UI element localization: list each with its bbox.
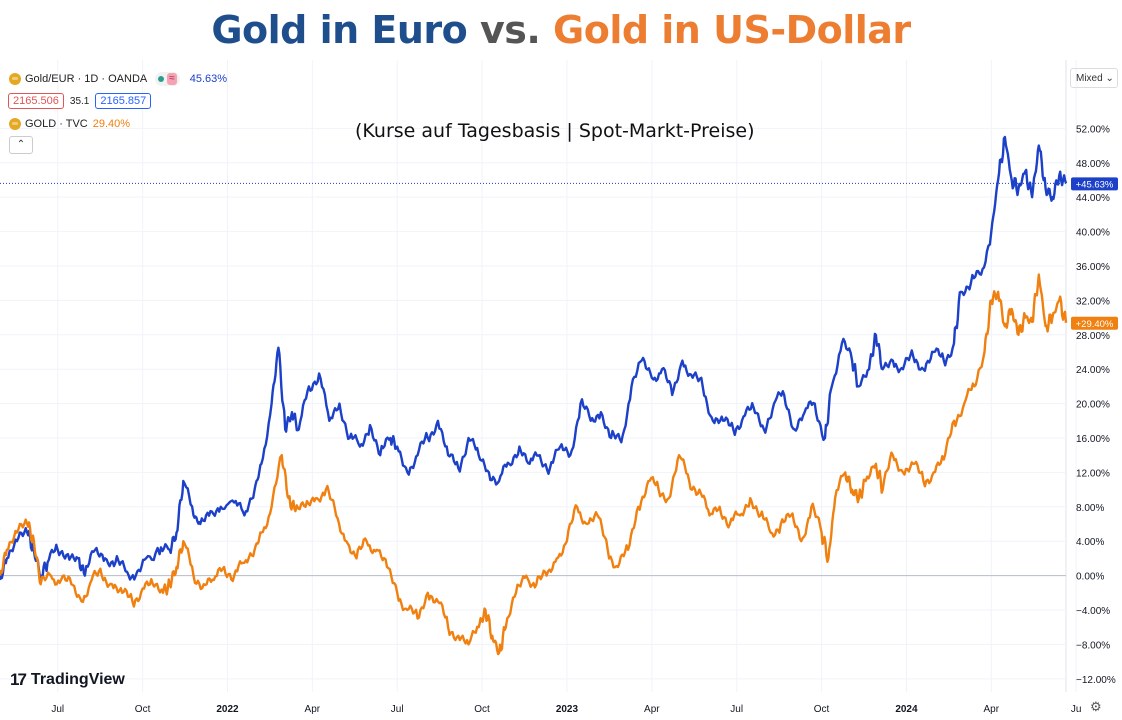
grid	[0, 60, 1077, 692]
title-vs: vs.	[467, 8, 554, 52]
gold-coin-icon	[9, 73, 21, 85]
series-group	[0, 135, 1068, 656]
settings-gear-icon[interactable]: ⚙	[1090, 699, 1102, 714]
x-tick-label: 2023	[556, 704, 579, 715]
y-tick-label: 12.00%	[1076, 468, 1110, 479]
chevron-down-icon: ⌄	[1105, 73, 1114, 84]
compare-wave-icon: ≈	[167, 73, 177, 85]
ask-price[interactable]: 2165.857	[95, 93, 152, 109]
x-tick-label: Jul	[51, 704, 64, 715]
y-tick-label: 20.00%	[1076, 400, 1110, 411]
y-tick-label: 4.00%	[1076, 537, 1104, 548]
y-tick-label: 32.00%	[1076, 296, 1110, 307]
y-tick-label: −4.00%	[1076, 606, 1110, 617]
y-tick-label: 8.00%	[1076, 503, 1104, 514]
chart-title: Gold in Euro vs. Gold in US-Dollar	[0, 8, 1122, 52]
x-axis: Jul Oct 2022 Apr Jul Oct 2023 Apr Jul Oct 2024 Apr J…	[51, 704, 1081, 715]
title-gold-usd: Gold in US-Dollar	[553, 8, 911, 52]
spread-value: 35.1	[69, 95, 90, 107]
legend-usd[interactable]: GOLD · TVC 29.40%	[9, 118, 130, 130]
tradingview-logo: 17 TradingView	[10, 670, 125, 690]
y-tick-label: 44.00%	[1076, 193, 1110, 204]
x-tick-label: Oct	[814, 704, 830, 715]
legend-usd-label: GOLD · TVC	[25, 118, 88, 130]
y-tick-label: 28.00%	[1076, 331, 1110, 342]
last-value-badges: +45.63% +29.40%	[1071, 177, 1118, 330]
y-axis: 52.00% 48.00% 44.00% 40.00% 36.00% 32.00% 28.0…	[1076, 124, 1116, 685]
x-tick-label: 2022	[216, 704, 239, 715]
last-value-text-eur: +45.63%	[1076, 179, 1114, 190]
chart-subtitle: (Kurse auf Tagesbasis | Spot-Markt-Preis…	[355, 120, 755, 142]
legend-eur-change: 45.63%	[189, 73, 228, 85]
x-tick-label: Oct	[135, 704, 151, 715]
x-tick-label: Oct	[474, 704, 490, 715]
collapse-legend-button[interactable]: ⌃	[9, 136, 33, 154]
legend-eur[interactable]: Gold/EUR · 1D · OANDA ≈ 45.63%	[9, 72, 227, 86]
bid-ask-row: 2165.506 35.1 2165.857	[8, 93, 157, 109]
x-tick-label: Apr	[644, 704, 660, 715]
y-tick-label: 16.00%	[1076, 434, 1110, 445]
scale-mode-select[interactable]: Mixed ⌄	[1070, 68, 1118, 88]
bid-price[interactable]: 2165.506	[8, 93, 64, 109]
legend-eur-actions[interactable]: ≈	[155, 72, 180, 86]
x-tick-label: Jul	[730, 704, 743, 715]
title-gold-euro: Gold in Euro	[211, 8, 468, 52]
last-value-badge-usd	[1071, 316, 1118, 330]
y-tick-label: 48.00%	[1076, 159, 1110, 170]
legend-eur-label: Gold/EUR · 1D · OANDA	[25, 73, 148, 85]
x-tick-label: 2024	[895, 704, 918, 715]
x-tick-label: Jul	[391, 704, 404, 715]
x-tick-label: Apr	[984, 704, 1000, 715]
last-value-badge-eur	[1071, 177, 1118, 191]
series-line-eur	[0, 135, 1068, 581]
status-dot-icon	[158, 76, 165, 82]
y-tick-label: −8.00%	[1076, 640, 1110, 651]
y-tick-label: 24.00%	[1076, 365, 1110, 376]
logo-text: TradingView	[30, 671, 125, 688]
x-tick-label: Apr	[305, 704, 321, 715]
y-tick-label: −12.00%	[1076, 675, 1116, 686]
y-tick-label: 52.00%	[1076, 124, 1110, 135]
x-tick-label: Ju	[1071, 704, 1082, 715]
y-tick-label: 0.00%	[1076, 572, 1104, 583]
series-line-usd	[0, 273, 1068, 656]
y-tick-label: 40.00%	[1076, 228, 1110, 239]
legend-usd-change: 29.40%	[92, 118, 131, 130]
y-tick-label: 36.00%	[1076, 262, 1110, 273]
last-value-text-usd: +29.40%	[1076, 319, 1114, 330]
logo-mark: 17	[10, 670, 27, 689]
scale-mode-label: Mixed	[1076, 73, 1103, 84]
gold-coin-icon	[9, 118, 21, 130]
